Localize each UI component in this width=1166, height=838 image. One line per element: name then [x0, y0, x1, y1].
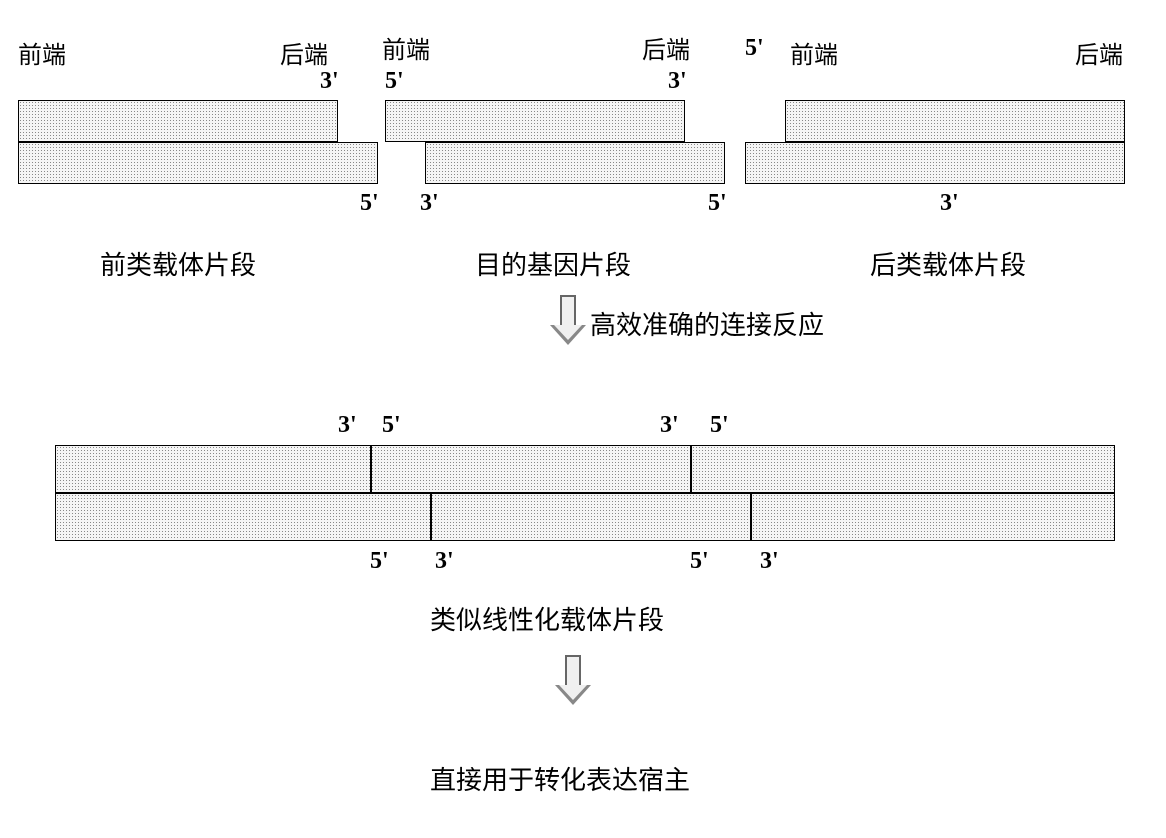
merged-bot-3-1: 3' [435, 548, 454, 575]
merged-bot-3-2: 3' [760, 548, 779, 575]
merged-top-strand [55, 445, 1115, 493]
merged-vline-top-2 [690, 445, 692, 493]
block3-back-label: 后端 [1075, 35, 1123, 70]
block3-3prime-bot: 3' [940, 190, 959, 217]
arrow1-caption: 高效准确的连接反应 [590, 305, 824, 342]
block3-bottom-strand [745, 142, 1125, 184]
block2-back-label: 后端 [642, 30, 690, 65]
merged-top-3-2: 3' [660, 412, 679, 439]
block2-bottom-strand [425, 142, 725, 184]
final-caption: 直接用于转化表达宿主 [430, 760, 690, 797]
merged-top-3-1: 3' [338, 412, 357, 439]
merged-top-5-1: 5' [382, 412, 401, 439]
block1-5prime-bot: 5' [360, 190, 379, 217]
merged-bot-5-2: 5' [690, 548, 709, 575]
block1-top-strand [18, 100, 338, 142]
block2-3prime-tr: 3' [668, 68, 687, 95]
merged-vline-bot-2 [750, 493, 752, 541]
merged-top-5-2: 5' [710, 412, 729, 439]
arrow-transform [555, 655, 591, 705]
block1-bottom-strand [18, 142, 378, 184]
block1-front-label: 前端 [18, 35, 66, 70]
block1-3prime-top: 3' [320, 68, 339, 95]
block2-5prime-br: 5' [708, 190, 727, 217]
block2-caption: 目的基因片段 [475, 245, 631, 282]
block2-3prime-bl: 3' [420, 190, 439, 217]
merged-bot-5-1: 5' [370, 548, 389, 575]
block2-front-label: 前端 [382, 30, 430, 65]
block3-top-strand [785, 100, 1125, 142]
merged-bottom-strand [55, 493, 1115, 541]
arrow-ligation [550, 295, 586, 345]
block3-caption: 后类载体片段 [870, 245, 1026, 282]
block3-5prime-top: 5' [745, 35, 764, 62]
merged-vline-bot-1 [430, 493, 432, 541]
merged-caption: 类似线性化载体片段 [430, 600, 664, 637]
block2-5prime-tl: 5' [385, 68, 404, 95]
merged-vline-top-1 [370, 445, 372, 493]
block1-back-label: 后端 [280, 35, 328, 70]
block2-top-strand [385, 100, 685, 142]
block3-front-label: 前端 [790, 35, 838, 70]
block1-caption: 前类载体片段 [100, 245, 256, 282]
